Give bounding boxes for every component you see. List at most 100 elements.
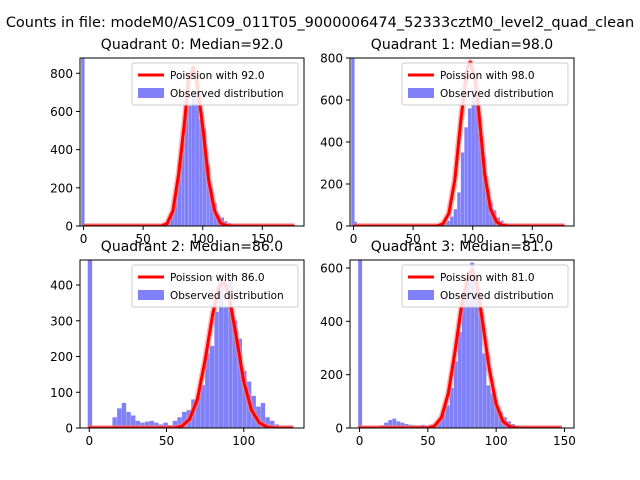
histogram-bar (358, 260, 363, 428)
x-tick-label: 0 (80, 232, 88, 246)
histogram-bar (453, 361, 458, 428)
histogram-bar (260, 402, 266, 428)
y-tick-label: 400 (50, 143, 73, 157)
histogram-bar (205, 352, 210, 428)
x-tick-label: 0 (356, 434, 364, 448)
histogram-bar (200, 385, 205, 428)
histogram-bar (130, 415, 136, 428)
x-tick-label: 150 (251, 232, 274, 246)
y-tick-label: 800 (320, 52, 343, 66)
histogram-bar (453, 209, 458, 226)
histogram-bar (117, 408, 122, 428)
legend: Poission with 81.0 Observed distribution (401, 264, 569, 308)
histogram-bar (237, 338, 242, 428)
axes-frame (79, 259, 305, 429)
histogram-bar (188, 105, 192, 226)
histogram-bar (490, 393, 495, 428)
x-tick-label: 100 (232, 434, 255, 448)
y-tick-label: 400 (50, 279, 73, 293)
y-tick-label: 200 (320, 368, 343, 382)
legend-observed-swatch (408, 290, 434, 300)
legend-observed-label: Observed distribution (170, 88, 284, 100)
histogram-bar (202, 128, 207, 226)
y-tick-label: 0 (65, 220, 73, 234)
histogram-bar (467, 108, 472, 226)
histogram-bar (181, 411, 187, 428)
histogram-bar (482, 156, 486, 226)
x-tick-label: 100 (461, 232, 484, 246)
legend-observed-label: Observed distribution (440, 290, 554, 302)
histogram-bar (445, 405, 450, 428)
histogram-bar (228, 274, 233, 428)
histogram-bar (482, 353, 487, 428)
y-tick-label: 0 (335, 422, 343, 436)
histogram-bar (209, 345, 215, 428)
histogram-bar (195, 100, 199, 226)
legend: Poission with 98.0 Observed distribution (401, 62, 569, 106)
histogram-bar (219, 277, 224, 428)
histogram-bar (457, 332, 462, 428)
histogram-bar (87, 260, 93, 428)
x-tick-label: 0 (350, 232, 358, 246)
histogram-bar (392, 418, 397, 428)
histogram-bar (388, 420, 393, 428)
legend: Poission with 86.0 Observed distribution (131, 264, 299, 308)
histogram-bar (135, 420, 141, 428)
histogram-bar (450, 216, 454, 226)
axes-frame (79, 57, 305, 227)
x-tick-label: 50 (159, 434, 174, 448)
legend-observed-swatch (408, 88, 434, 98)
histogram-bar (441, 413, 446, 428)
histogram-bar (181, 138, 185, 226)
x-tick-label: 100 (191, 232, 214, 246)
quadrant-0-plot: 0 50 100 150 0 200 400 600 800 Quadrant 0: Median… (50, 37, 305, 246)
x-tick-label: 0 (85, 434, 93, 448)
histogram-bar (446, 220, 450, 226)
histogram-bar (126, 411, 131, 428)
histogram-bar (144, 421, 150, 428)
x-tick-label: 100 (485, 434, 508, 448)
legend-fit-label: Poission with 81.0 (440, 272, 535, 284)
histogram-bar (177, 163, 182, 226)
histogram-bar (184, 109, 189, 226)
legend-observed-label: Observed distribution (170, 290, 284, 302)
y-tick-label: 600 (320, 94, 343, 108)
histogram-bar (471, 89, 475, 226)
histogram-bar (351, 58, 355, 226)
histogram-bar (177, 417, 182, 428)
x-tick-label: 150 (553, 434, 576, 448)
y-tick-label: 0 (335, 220, 343, 234)
y-tick-label: 100 (50, 386, 73, 400)
histogram-bar (478, 308, 483, 428)
legend: Poission with 92.0 Observed distribution (131, 62, 299, 106)
histogram-bar (449, 388, 454, 428)
axes-frame (349, 259, 575, 429)
histogram-bar (149, 420, 154, 428)
y-tick-label: 400 (320, 315, 343, 329)
histogram-bar (192, 92, 196, 226)
histogram-bar (478, 133, 483, 226)
y-tick-label: 600 (320, 262, 343, 276)
quadrant-1-title: Quadrant 1: Median=98.0 (371, 37, 553, 53)
histogram-bar (475, 100, 479, 226)
y-tick-label: 800 (50, 67, 73, 81)
y-tick-label: 200 (50, 350, 73, 364)
histogram-bar (81, 58, 85, 226)
figure-title: Counts in file: modeM0/AS1C09_011T05_900… (6, 15, 634, 31)
x-tick-label: 150 (521, 232, 544, 246)
histogram-bar (242, 370, 247, 428)
histogram-bar (474, 284, 479, 428)
histogram-bar (265, 417, 270, 428)
histogram-bar (462, 300, 466, 428)
histogram-bar (466, 278, 470, 428)
legend-box (401, 264, 569, 308)
y-tick-label: 400 (320, 136, 343, 150)
histogram-bar (199, 119, 203, 226)
y-tick-label: 600 (50, 105, 73, 119)
histogram-bar (464, 127, 468, 226)
histogram-bar (195, 395, 201, 428)
legend-box (401, 62, 569, 106)
legend-fit-label: Poission with 98.0 (440, 70, 535, 82)
x-tick-label: 50 (136, 232, 151, 246)
